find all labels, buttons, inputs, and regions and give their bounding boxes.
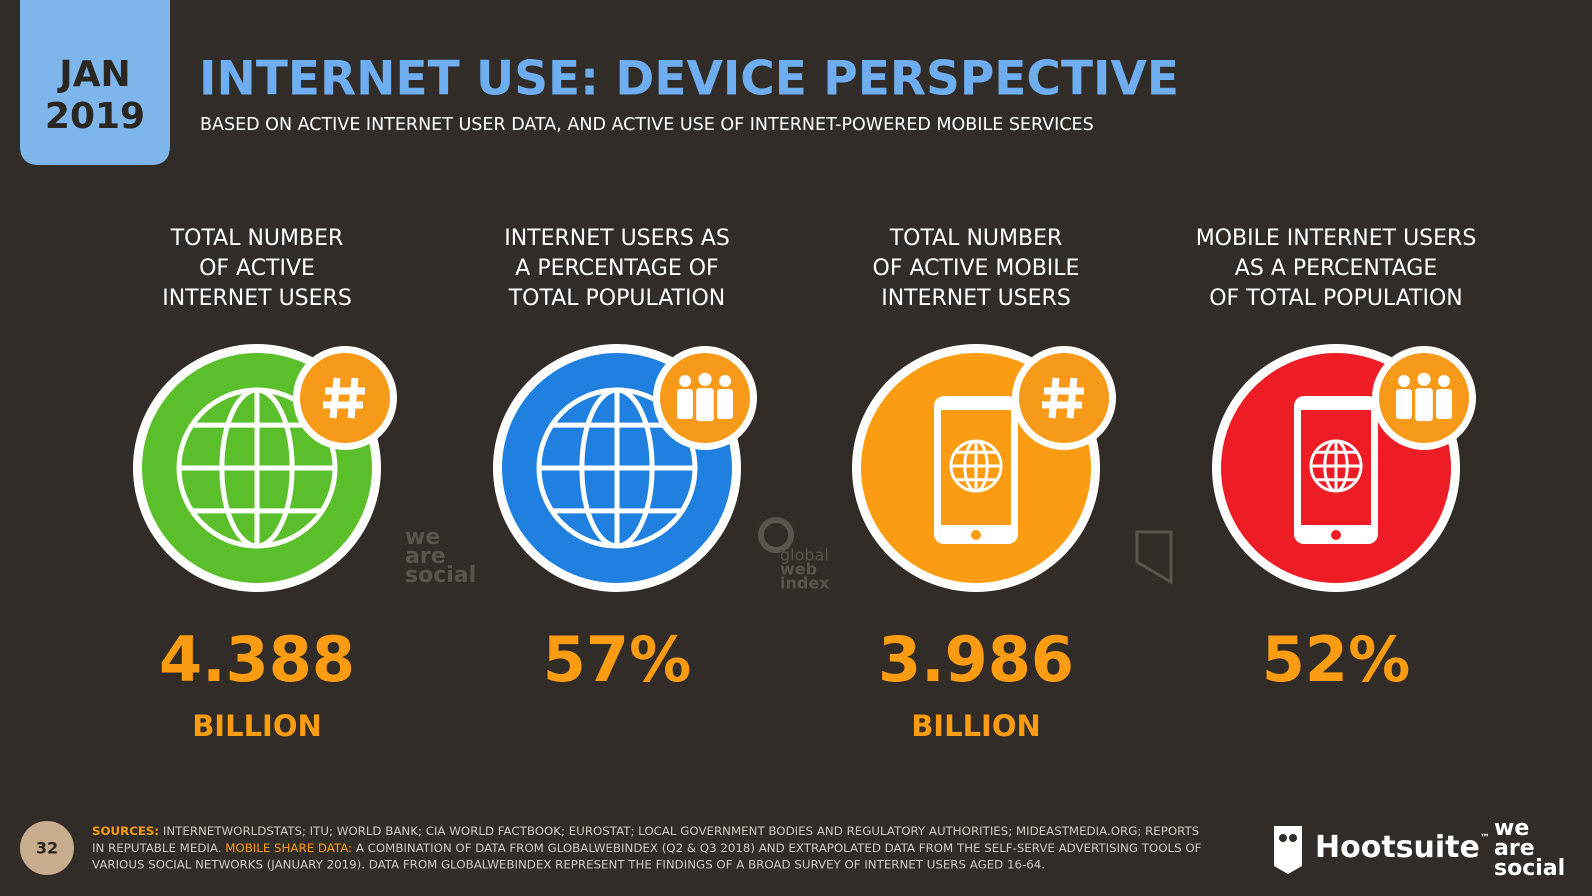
stat-label: INTERNET USERS	[881, 286, 1071, 311]
phone-button	[971, 530, 981, 540]
watermark-text: web	[780, 560, 817, 579]
stat-unit: BILLION	[192, 709, 322, 743]
page-number: 32	[36, 839, 58, 858]
title: INTERNET USE: DEVICE PERSPECTIVE	[199, 52, 1179, 107]
badge	[300, 353, 390, 443]
watermark-text: index	[780, 574, 830, 593]
stat-unit: BILLION	[911, 709, 1041, 743]
person-body	[717, 389, 733, 419]
stat-value: 52%	[1262, 623, 1410, 696]
watermark-text: are	[405, 544, 446, 569]
sources-text: IN REPUTABLE MEDIA.	[92, 841, 222, 855]
owl-eye	[1289, 834, 1297, 842]
subtitle: BASED ON ACTIVE INTERNET USER DATA, AND …	[200, 115, 1094, 135]
hash-stroke	[329, 377, 341, 419]
stat: MOBILE INTERNET USERS AS A PERCENTAGE OF T…	[1196, 226, 1477, 696]
hash-stroke	[1048, 377, 1060, 419]
person-head	[1438, 375, 1450, 387]
brand-was-line: social	[1494, 856, 1565, 881]
stat-value: 57%	[543, 623, 691, 696]
brand-was: we are social	[1494, 816, 1565, 881]
sources-label: SOURCES:	[92, 824, 159, 838]
brand-tm: ™	[1480, 833, 1490, 844]
person-head	[1417, 372, 1431, 386]
stat: INTERNET USERS AS A PERCENTAGE OF TOTAL PO…	[493, 226, 757, 696]
person-head	[719, 375, 731, 387]
person-body	[1436, 389, 1452, 419]
stat-value: 3.986	[878, 623, 1074, 696]
badge	[1019, 353, 1109, 443]
stat: TOTAL NUMBER OF ACTIVE INTERNET USERS 4.388…	[133, 226, 397, 743]
page-badge	[20, 821, 74, 875]
hash-stroke	[1066, 377, 1078, 419]
watermark-icon	[758, 517, 794, 553]
sources-text: INTERNETWORLDSTATS; ITU; WORLD BANK; CIA…	[163, 824, 1199, 838]
stat-label: OF TOTAL POPULATION	[1209, 286, 1463, 311]
watermark-text: we	[405, 525, 440, 550]
stat-label: AS A PERCENTAGE	[1235, 256, 1437, 281]
watermark-text: social	[405, 563, 476, 588]
person-head	[698, 372, 712, 386]
brand-name: Hootsuite	[1315, 830, 1480, 865]
brand-hootsuite: Hootsuite™	[1315, 830, 1490, 865]
person-head	[1398, 375, 1410, 387]
hash-stroke	[347, 377, 359, 419]
person-body	[1396, 389, 1412, 419]
sources-line: IN REPUTABLE MEDIA. MOBILE SHARE DATA: A…	[92, 841, 1202, 855]
sources-line: SOURCES: INTERNETWORLDSTATS; ITU; WORLD …	[92, 824, 1199, 838]
date-box	[20, 0, 170, 165]
sources-label: MOBILE SHARE DATA:	[225, 841, 352, 855]
stat-label: INTERNET USERS	[162, 286, 352, 311]
person-body	[1415, 388, 1433, 422]
stat-label: TOTAL NUMBER	[889, 226, 1063, 251]
stat-value: 4.388	[159, 623, 355, 696]
stat-label: TOTAL POPULATION	[508, 286, 726, 311]
person-head	[679, 375, 691, 387]
date-year: 2019	[45, 96, 145, 137]
watermark-text: global	[780, 546, 829, 565]
stat-label: OF ACTIVE	[199, 256, 315, 281]
date-month: JAN	[56, 54, 130, 95]
person-body	[696, 388, 714, 422]
owl-eye	[1279, 834, 1287, 842]
sources-line: VARIOUS SOCIAL NETWORKS (JANUARY 2019). …	[92, 858, 1045, 872]
watermark-owl	[1135, 530, 1173, 585]
stats: TOTAL NUMBER OF ACTIVE INTERNET USERS 4.388…	[133, 226, 1476, 743]
brand-was-line: are	[1494, 836, 1535, 861]
watermark-gwi: global web index	[758, 517, 830, 593]
watermark-was: we are social	[405, 525, 476, 588]
stat: TOTAL NUMBER OF ACTIVE MOBILE INTERNET USE…	[852, 226, 1116, 743]
sources-text: A COMBINATION OF DATA FROM GLOBALWEBINDE…	[356, 841, 1202, 855]
hootsuite-owl	[1274, 826, 1302, 874]
phone-button	[1331, 530, 1341, 540]
person-body	[677, 389, 693, 419]
stat-label: A PERCENTAGE OF	[515, 256, 718, 281]
sources: SOURCES: INTERNETWORLDSTATS; ITU; WORLD …	[92, 824, 1202, 872]
brand-was-line: we	[1494, 816, 1529, 841]
stat-label: INTERNET USERS AS	[504, 226, 730, 251]
stat-label: TOTAL NUMBER	[170, 226, 344, 251]
stat-label: MOBILE INTERNET USERS	[1196, 226, 1477, 251]
stat-label: OF ACTIVE MOBILE	[873, 256, 1080, 281]
